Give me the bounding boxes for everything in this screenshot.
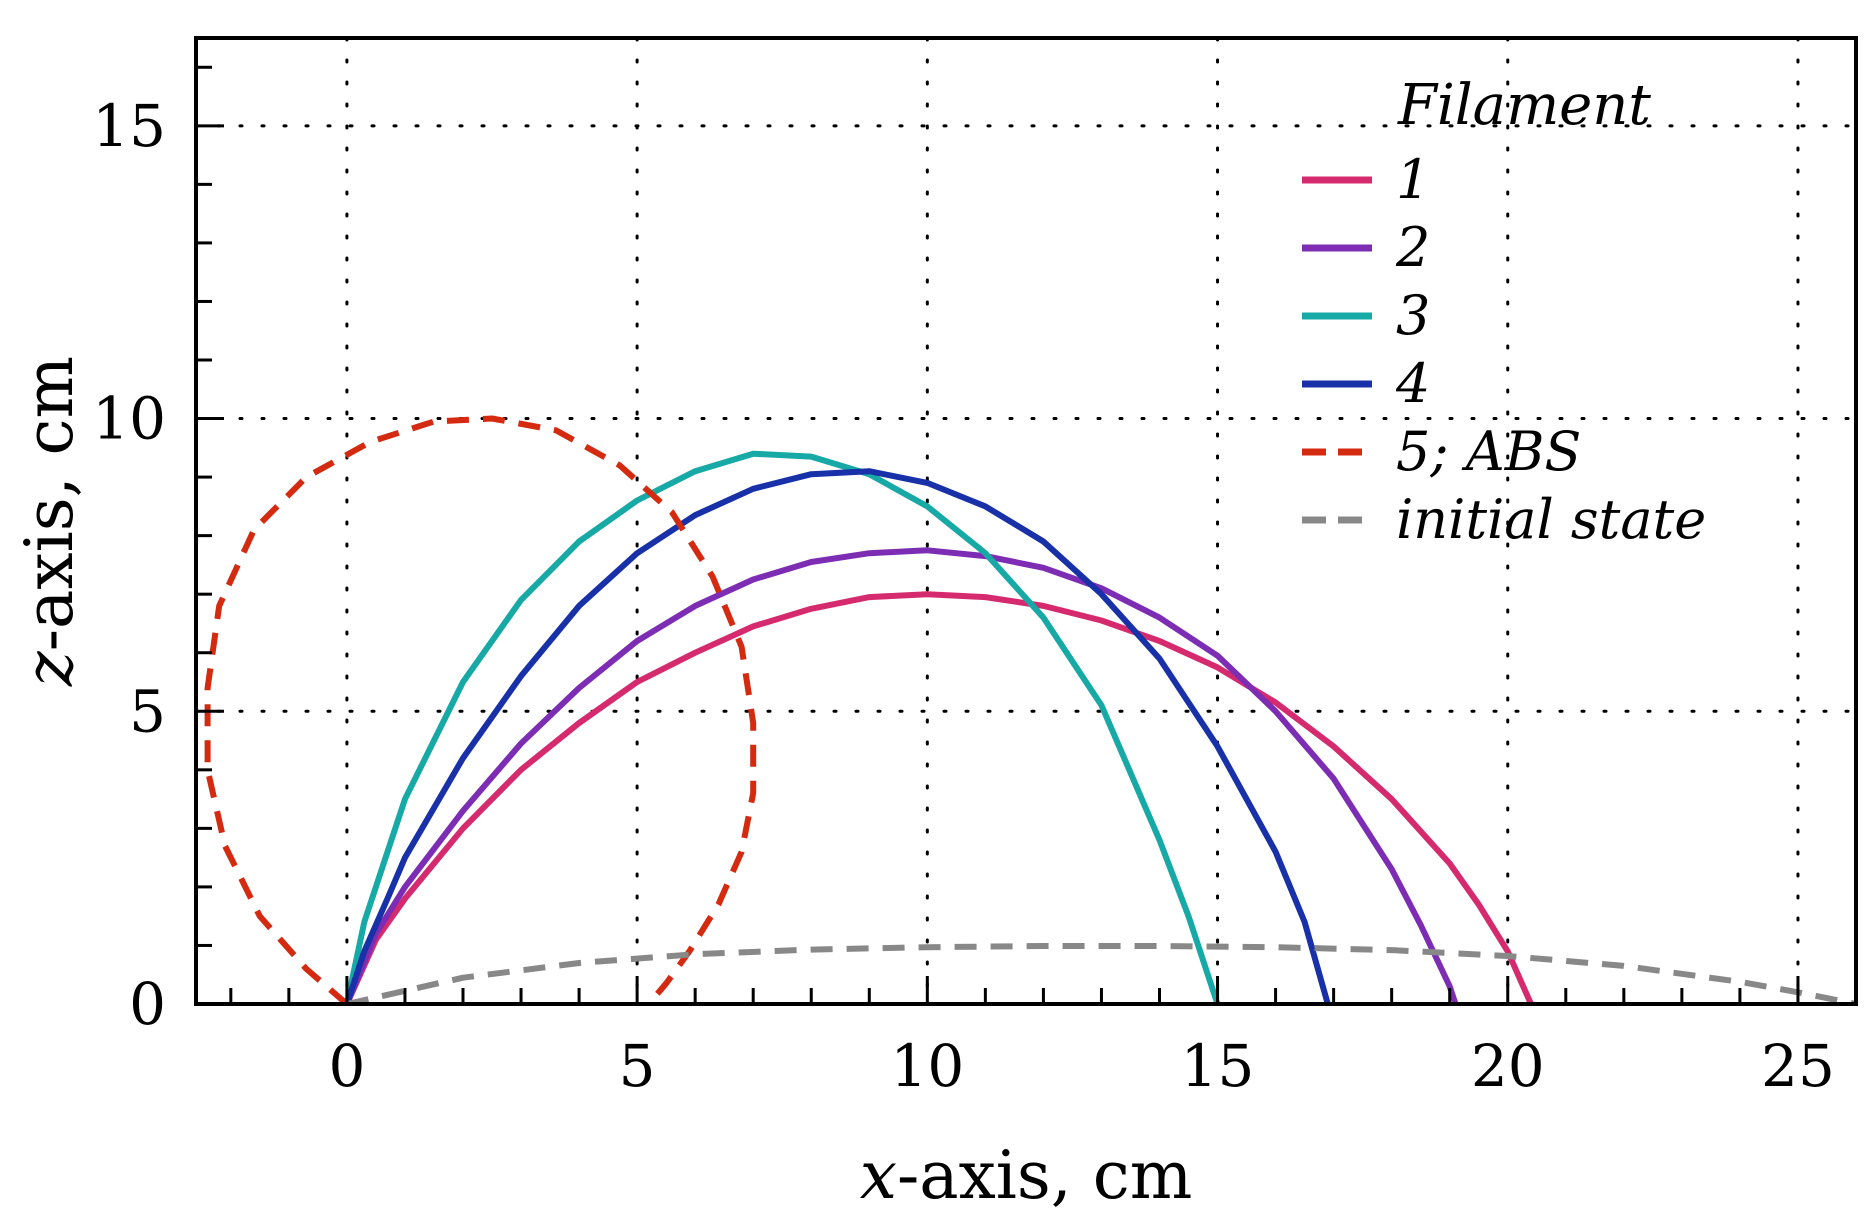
y-axis-label-variable: z [11,650,88,687]
legend-label-3: 3 [1396,284,1430,347]
legend-title: Filament [1397,73,1651,138]
series-line-1 [344,591,1534,1004]
series-line-4 [344,468,1331,1004]
legend-label-5: 5; ABS [1396,420,1581,483]
series-line-3 [343,450,1221,1004]
plot-frame [194,36,1858,1006]
series-line-2 [344,547,1459,1004]
y-tick-label-5: 5 [129,677,166,745]
series-line-5 [204,415,757,1004]
legend-label-1: 1 [1396,148,1430,211]
y-tick-label-10: 10 [92,385,166,453]
plot-series [204,415,1856,1004]
x-tick-label-10: 10 [890,1032,964,1100]
legend-label-6: initial state [1396,488,1706,551]
x-tick-label-0: 0 [328,1032,365,1100]
y-axis-label-unit: -axis, cm [11,356,88,651]
x-tick-label-25: 25 [1761,1032,1835,1100]
x-tick-label-20: 20 [1471,1032,1545,1100]
y-axis-label: z-axis, cm [11,356,88,687]
legend-label-2: 2 [1395,216,1430,279]
legend-label-4: 4 [1395,352,1430,415]
x-axis-label-unit: -axis, cm [897,1137,1192,1214]
y-tick-label-0: 0 [129,970,166,1038]
x-axis-label: x-axis, cm [860,1137,1193,1214]
tick-labels: 0 5 10 15 20 25 0 5 10 15 [92,92,1835,1100]
x-tick-label-15: 15 [1181,1032,1255,1100]
y-tick-label-15: 15 [92,92,166,160]
grid-lines [194,36,1858,1006]
x-axis-label-variable: x [860,1137,897,1214]
x-tick-label-5: 5 [619,1032,656,1100]
